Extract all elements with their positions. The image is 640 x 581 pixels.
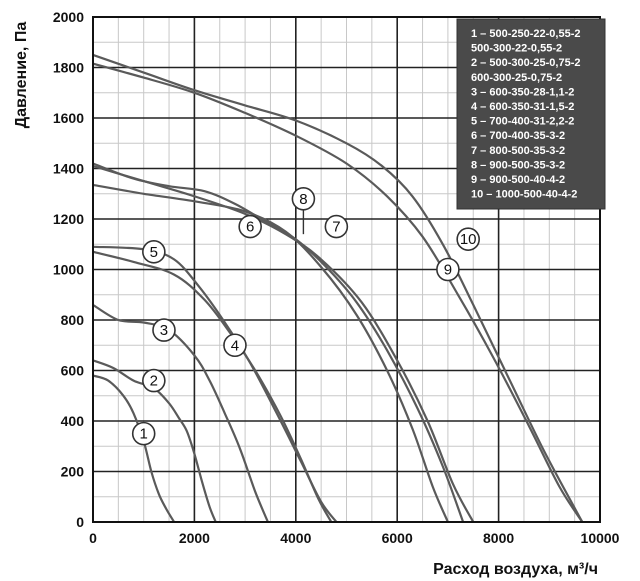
curve-3 — [92, 303, 269, 523]
legend-entry: 9 – 900-500-40-4-2 — [471, 174, 565, 186]
curve-label-7: 7 — [324, 214, 349, 239]
x-tick-label: 2000 — [179, 530, 210, 546]
curve-label-5: 5 — [142, 240, 166, 264]
x-tick-label: 0 — [89, 530, 97, 546]
curve-label-3: 3 — [152, 318, 176, 342]
x-tick-label: 6000 — [382, 530, 413, 546]
y-tick-label: 600 — [61, 363, 85, 379]
x-tick-label: 8000 — [483, 530, 514, 546]
y-tick-label: 1800 — [53, 60, 84, 76]
curve-label-circle — [456, 227, 480, 251]
curve-label-circle — [142, 368, 166, 393]
curve-labels: 1 2 3 4 5 6 7 8 9 10 — [131, 187, 480, 446]
curve-label-text: 6 — [246, 219, 254, 236]
legend-box — [456, 18, 606, 210]
curve-10 — [92, 53, 584, 523]
x-tick-label: 4000 — [280, 530, 311, 546]
y-tick-label: 1000 — [53, 262, 84, 278]
curve-label-text: 2 — [150, 373, 158, 390]
curve-label-text: 4 — [231, 337, 239, 354]
y-tick-label: 1400 — [53, 161, 84, 177]
curve-label-circle — [291, 187, 316, 211]
curve-label-1: 1 — [131, 421, 156, 446]
curve-label-text: 9 — [444, 262, 452, 279]
curves — [92, 53, 584, 523]
curve-label-10: 10 — [456, 227, 480, 251]
tick-labels: 0 2000 4000 6000 8000 10000 0 200 400 600 800 1000 1… — [53, 9, 620, 546]
curve-label-circle — [142, 240, 166, 264]
curve-8 — [92, 162, 465, 523]
y-tick-label: 0 — [76, 514, 84, 530]
legend: 1 – 500-250-22-0,55-2 500-300-22-0,55-2 2 … — [456, 18, 606, 210]
curve-label-text: 3 — [160, 322, 168, 339]
curve-label-text: 10 — [460, 231, 477, 248]
y-tick-label: 200 — [61, 464, 85, 480]
curve-label-text: 1 — [140, 426, 148, 443]
legend-entry: 7 – 800-500-35-3-2 — [471, 145, 565, 157]
curve-label-circle — [324, 214, 349, 239]
curve-label-text: 5 — [150, 244, 158, 261]
legend-entry: 600-300-25-0,75-2 — [471, 72, 562, 84]
y-tick-label: 1200 — [53, 211, 84, 227]
curve-label-circle — [436, 257, 460, 282]
curve-2 — [92, 359, 217, 523]
curve-9 — [92, 62, 584, 523]
curve-5 — [92, 245, 338, 523]
curve-label-4: 4 — [223, 333, 247, 358]
y-tick-label: 1600 — [53, 110, 84, 126]
legend-entry: 4 – 600-350-31-1,5-2 — [471, 101, 574, 113]
legend-entry: 10 – 1000-500-40-4-2 — [471, 189, 577, 201]
legend-entry: 5 – 700-400-31-2,2-2 — [471, 116, 574, 128]
y-tick-label: 800 — [61, 312, 85, 328]
curve-label-8: 8 — [291, 187, 316, 211]
legend-entry: 2 – 500-300-25-0,75-2 — [471, 57, 580, 69]
curve-label-6: 6 — [238, 214, 262, 239]
y-tick-label: 2000 — [53, 9, 84, 25]
legend-entry: 6 – 700-400-35-3-2 — [471, 130, 565, 142]
legend-entry: 500-300-22-0,55-2 — [471, 43, 562, 55]
x-tick-label: 10000 — [581, 530, 620, 546]
curve-label-circle — [238, 214, 262, 239]
legend-entry: 3 – 600-350-28-1,1-2 — [471, 86, 574, 98]
curve-label-text: 8 — [299, 191, 307, 208]
curve-6 — [92, 183, 449, 523]
legend-entry: 8 – 900-500-35-3-2 — [471, 159, 565, 171]
curve-7 — [92, 164, 475, 523]
legend-entry: 1 – 500-250-22-0,55-2 — [471, 28, 580, 40]
curve-label-circle — [131, 421, 156, 446]
plot-frame — [92, 16, 601, 523]
y-axis-label: Давление, Па — [13, 22, 30, 129]
curve-label-circle — [223, 333, 247, 358]
curve-label-circle — [152, 318, 176, 342]
curve-1 — [92, 374, 176, 523]
axes — [92, 16, 601, 523]
x-axis-label: Расход воздуха, м³/ч — [433, 561, 598, 578]
curve-label-9: 9 — [436, 257, 460, 282]
curve-label-text: 7 — [332, 219, 340, 236]
y-tick-label: 400 — [61, 413, 85, 429]
curve-label-2: 2 — [142, 368, 166, 393]
